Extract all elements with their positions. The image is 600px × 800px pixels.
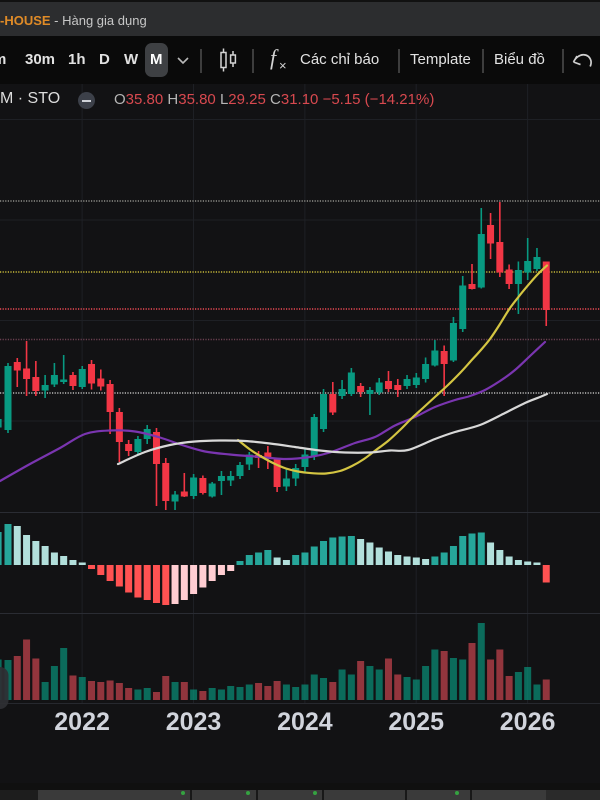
- svg-text:2022: 2022: [54, 708, 110, 736]
- svg-text:2026: 2026: [500, 708, 556, 736]
- svg-text:2023: 2023: [166, 708, 222, 736]
- svg-text:2024: 2024: [277, 708, 333, 736]
- svg-text:2025: 2025: [388, 708, 444, 736]
